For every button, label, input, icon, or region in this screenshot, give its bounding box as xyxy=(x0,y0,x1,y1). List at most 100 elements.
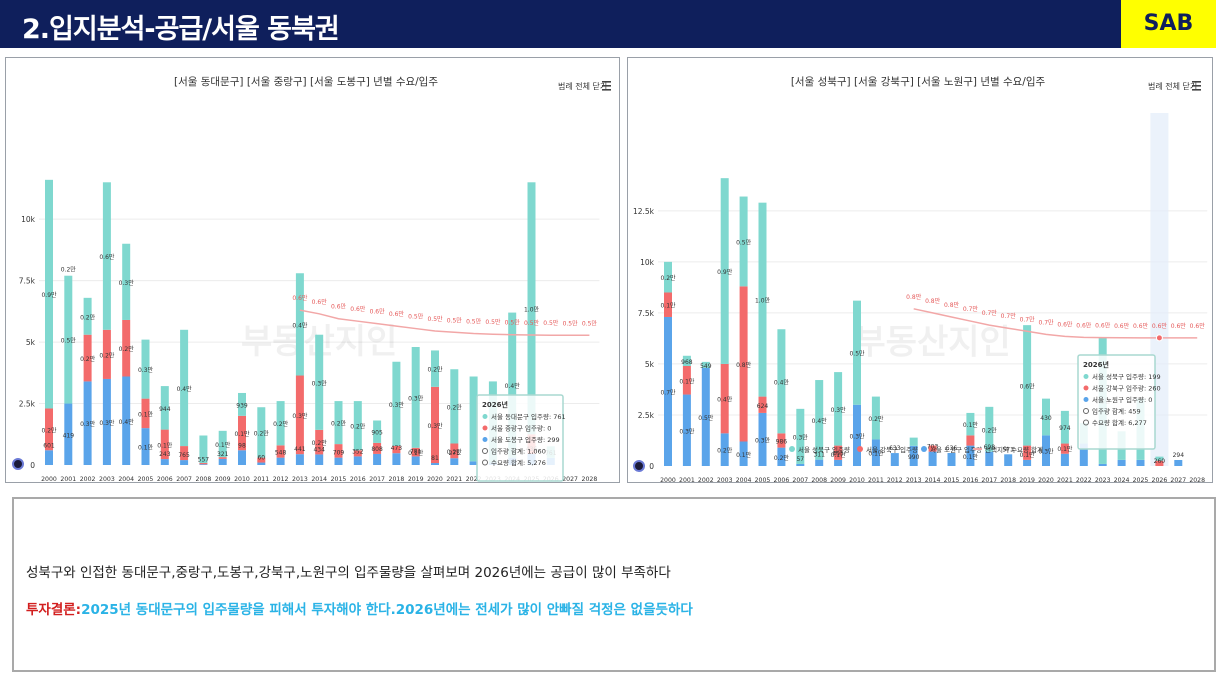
x-tick-label: 2011 xyxy=(253,476,269,483)
demand-data-label: 0.6만 xyxy=(1057,320,1073,328)
bar-segment xyxy=(238,392,246,416)
bar-segment xyxy=(758,396,767,413)
bar-segment xyxy=(1023,325,1032,446)
demand-data-label: 0.6만 xyxy=(1095,322,1111,330)
menu-icon-line xyxy=(602,81,611,83)
tooltip-row: 서울 중랑구 입주량: 0 xyxy=(491,424,551,433)
bar-data-label: 0.1만 xyxy=(215,441,231,449)
bar-segment xyxy=(1174,459,1183,466)
bar-segment xyxy=(1042,435,1050,466)
x-tick-label: 2008 xyxy=(811,477,827,484)
x-tick-label: 2026 xyxy=(1152,477,1168,484)
bar-data-label: 0.2만 xyxy=(982,426,998,434)
tooltip-row: 서울 노원구 입주량: 0 xyxy=(1092,395,1152,404)
bar-segment xyxy=(796,408,805,464)
bar-data-label: 0.3만 xyxy=(793,433,809,441)
x-tick-label: 2013 xyxy=(292,476,308,483)
bar-segment xyxy=(45,408,53,451)
x-tick-label: 2006 xyxy=(774,477,790,484)
bar-data-label: 0.2만 xyxy=(119,345,135,353)
bar-data-label: 0.3만 xyxy=(99,419,115,427)
bar-segment xyxy=(122,243,131,320)
bar-data-label: 0.4만 xyxy=(812,417,828,425)
demand-data-label: 0.7만 xyxy=(982,309,998,317)
legend-dot-icon xyxy=(789,446,795,452)
brand-logo: SAB xyxy=(1121,0,1216,48)
bar-segment xyxy=(1117,459,1126,466)
x-tick-label: 2024 xyxy=(1114,477,1130,484)
bar-segment xyxy=(758,202,767,397)
summary-text: 성북구와 인접한 동대문구,중랑구,도봉구,강북구,노원구의 입주물량을 살펴보… xyxy=(26,565,671,581)
bar-data-label: 0.3만 xyxy=(1038,448,1054,456)
tooltip-dot-icon xyxy=(1083,385,1089,391)
bar-segment xyxy=(871,396,880,440)
bar-segment xyxy=(508,312,517,458)
x-tick-label: 2012 xyxy=(273,476,289,483)
bar-data-label: 0.5만 xyxy=(849,350,865,358)
bar-data-label: 0.1만 xyxy=(408,449,424,457)
bar-data-label: 0.7만 xyxy=(660,388,676,396)
bar-data-label: 0.4만 xyxy=(774,378,790,386)
tooltip-row: 서울 도봉구 입주량: 299 xyxy=(491,435,560,444)
tooltip-dot-icon xyxy=(482,425,488,431)
bar-data-label: 0.3만 xyxy=(427,422,443,430)
x-tick-label: 2014 xyxy=(925,477,941,484)
bar-segment xyxy=(928,445,937,452)
demand-data-label: 0.5만 xyxy=(505,319,521,327)
bar-segment xyxy=(701,361,710,369)
legend-dot-icon xyxy=(921,446,927,452)
tooltip-ring-icon xyxy=(1083,408,1089,414)
bar-data-label: 0.1만 xyxy=(1057,445,1073,453)
bar-data-label: 905 xyxy=(371,430,383,437)
bar-segment xyxy=(777,447,786,466)
legend-label: 서울 성북구 입주량 xyxy=(798,445,850,454)
bar-segment xyxy=(947,453,956,466)
bar-segment xyxy=(257,457,266,463)
bar-segment xyxy=(1079,443,1088,466)
bar-data-label: 0.2만 xyxy=(447,403,463,411)
chart-title: [서울 동대문구] [서울 중랑구] [서울 도봉구] 년별 수요/입주 xyxy=(174,75,438,88)
bar-data-label: 0.2만 xyxy=(273,420,289,428)
x-tick-label: 2013 xyxy=(906,477,922,484)
demand-data-label: 0.5만 xyxy=(563,319,579,327)
bar-data-label: 0.3만 xyxy=(849,432,865,440)
bar-segment xyxy=(1098,463,1107,466)
bar-data-label: 0.1만 xyxy=(660,302,676,310)
x-tick-label: 2000 xyxy=(41,476,57,483)
x-tick-label: 2008 xyxy=(196,476,212,483)
bar-segment xyxy=(218,457,227,459)
bar-segment xyxy=(890,453,899,466)
bar-data-label: 0.4만 xyxy=(119,418,135,426)
x-tick-label: 2000 xyxy=(660,477,676,484)
demand-data-label: 0.7만 xyxy=(963,305,979,313)
bar-segment xyxy=(720,363,729,434)
bar-segment xyxy=(834,372,843,446)
bar-segment xyxy=(295,375,304,455)
x-tick-label: 2028 xyxy=(1189,477,1205,484)
bar-data-label: 0.5만 xyxy=(736,238,752,246)
demand-data-label: 0.6만 xyxy=(1076,321,1092,329)
bar-segment xyxy=(928,451,937,466)
bar-segment xyxy=(160,429,169,460)
bar-data-label: 808 xyxy=(371,446,383,453)
bar-data-label: 624 xyxy=(757,403,769,410)
bar-data-label: 0.1만 xyxy=(963,453,979,461)
bar-segment xyxy=(238,450,246,465)
bar-data-label: 0.1만 xyxy=(736,451,752,459)
menu-icon-line xyxy=(602,89,611,91)
bar-segment xyxy=(1004,454,1013,466)
demand-data-label: 0.6만 xyxy=(370,308,386,316)
conclusion-label: 투자결론: xyxy=(26,602,82,618)
bar-segment xyxy=(450,458,459,465)
bar-segment xyxy=(411,447,420,457)
demand-data-label: 0.6만 xyxy=(1133,322,1149,330)
demand-data-label: 0.5만 xyxy=(466,317,482,325)
bar-segment xyxy=(664,316,672,466)
bar-data-label: 557 xyxy=(198,456,210,463)
bar-data-label: 0.2만 xyxy=(868,415,884,423)
demand-data-label: 0.7만 xyxy=(1038,318,1054,326)
bar-data-label: 549 xyxy=(700,363,712,370)
bar-segment xyxy=(180,460,189,465)
bar-segment xyxy=(199,463,208,465)
